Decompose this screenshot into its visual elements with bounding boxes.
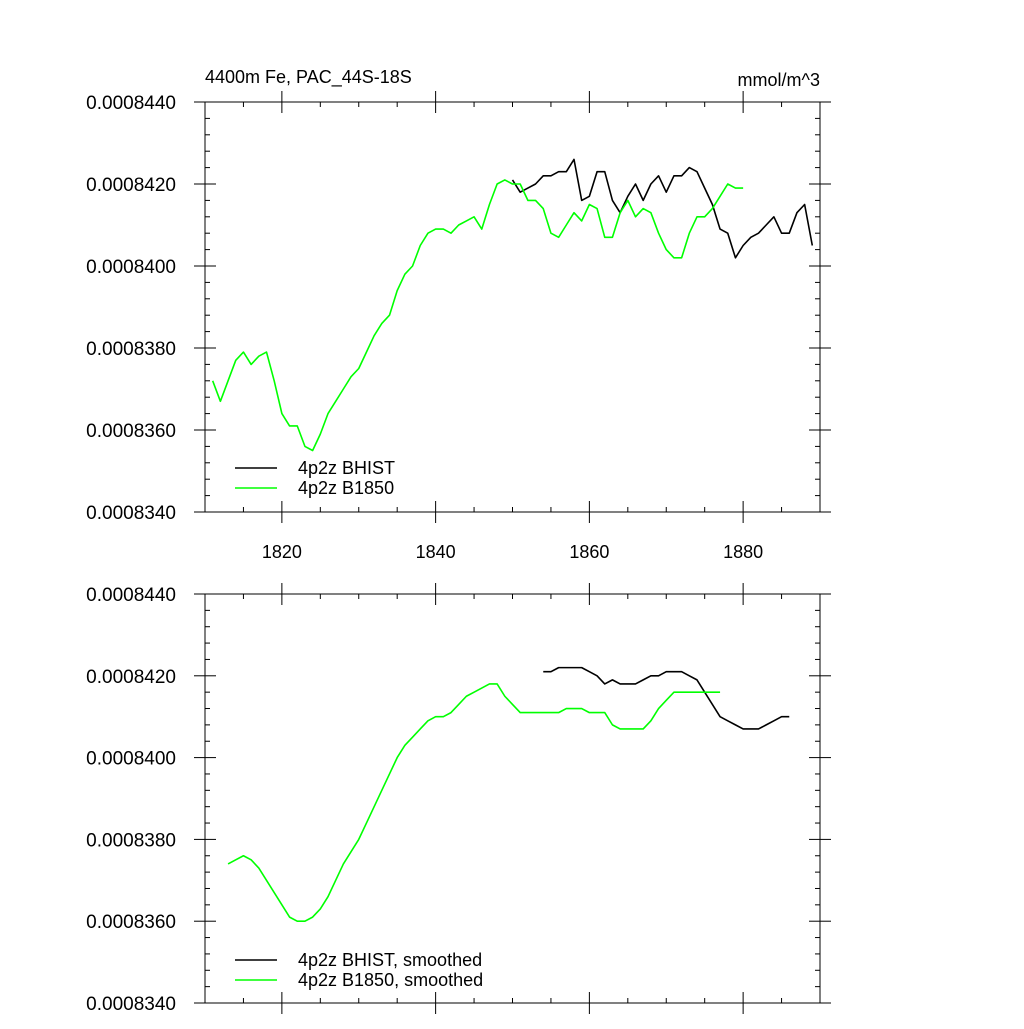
series-line-bhist bbox=[543, 666, 790, 730]
y-tick-label: 0.0008340 bbox=[86, 994, 176, 1015]
y-tick-label: 0.0008380 bbox=[86, 339, 176, 360]
legend-label: 4p2z B1850, smoothed bbox=[298, 970, 483, 990]
x-tick-label: 1840 bbox=[416, 542, 456, 562]
series-line-b1850 bbox=[211, 179, 744, 452]
plot-frame bbox=[204, 593, 821, 1004]
legend-label: 4p2z BHIST, smoothed bbox=[298, 950, 482, 970]
y-tick-label: 0.0008400 bbox=[86, 749, 176, 770]
x-tick-label: 1820 bbox=[262, 542, 302, 562]
legend-label: 4p2z BHIST bbox=[298, 458, 395, 478]
y-tick-label: 0.0008360 bbox=[86, 912, 176, 933]
y-tick-label: 0.0008440 bbox=[86, 585, 176, 606]
y-tick-label: 0.0008420 bbox=[86, 667, 176, 688]
x-tick-label: 1860 bbox=[569, 542, 609, 562]
x-tick-label: 1880 bbox=[723, 542, 763, 562]
plot-frame bbox=[204, 101, 821, 513]
y-tick-label: 0.0008400 bbox=[86, 257, 176, 278]
y-tick-label: 0.0008380 bbox=[86, 830, 176, 851]
series-line-bhist bbox=[511, 158, 814, 259]
y-tick-label: 0.0008340 bbox=[86, 503, 176, 524]
series-line-b1850 bbox=[227, 683, 721, 923]
legend-label: 4p2z B1850 bbox=[298, 478, 394, 498]
chart-title: 4400m Fe, PAC_44S-18S bbox=[205, 67, 412, 88]
y-tick-label: 0.0008420 bbox=[86, 175, 176, 196]
y-tick-label: 0.0008360 bbox=[86, 421, 176, 442]
chart-panel-bottom: 0.0008340 0.0008360 0.0008380 0.0008400 0.00… bbox=[86, 583, 831, 1015]
chart-panel-top: 4400m Fe, PAC_44S-18S mmol/m^3 1820 1840 1… bbox=[86, 67, 831, 562]
y-tick-label: 0.0008440 bbox=[86, 93, 176, 114]
chart-units: mmol/m^3 bbox=[738, 70, 820, 90]
